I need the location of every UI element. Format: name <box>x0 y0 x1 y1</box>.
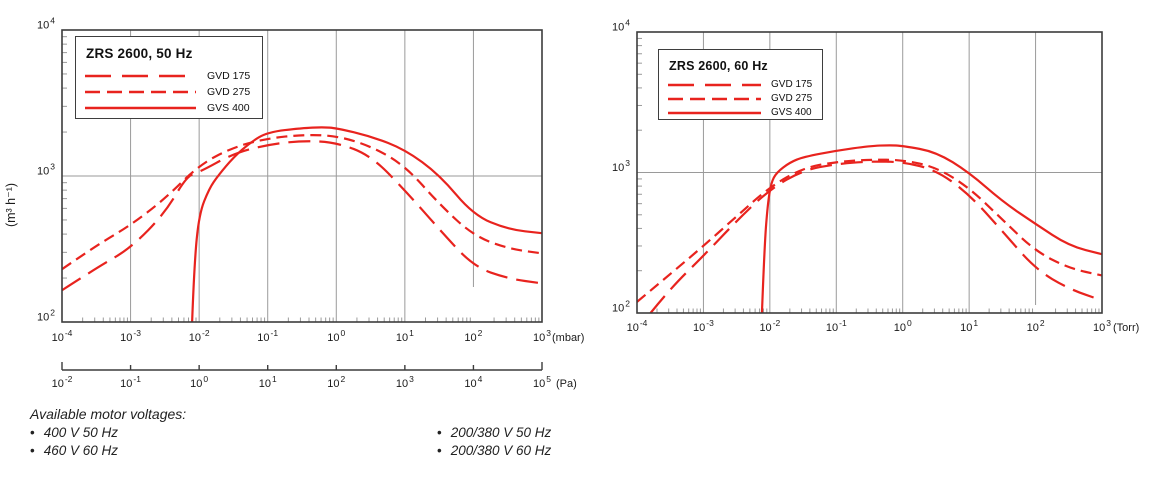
x-tick-label: 102 <box>464 328 482 344</box>
pa-tick-label: 102 <box>327 374 345 390</box>
curve-gvd-175 <box>649 160 1103 314</box>
legend-row: GVD 275 <box>85 86 254 98</box>
chart-title-60hz: ZRS 2600, 60 Hz <box>669 59 768 73</box>
x-tick-label: 102 <box>1027 318 1045 334</box>
plot-frame <box>636 31 1103 314</box>
x-tick-label: 10-1 <box>826 318 847 334</box>
x-tick-label: 100 <box>327 328 345 344</box>
legend-row: GVS 400 <box>85 102 254 114</box>
pa-tick-label: 105 <box>533 374 551 390</box>
x-axis-unit: (mbar) <box>552 332 584 344</box>
motor-voltages-title: Available motor voltages: <box>30 406 187 422</box>
y-tick-label: 104 <box>37 16 55 32</box>
bullet-icon: • <box>437 443 442 458</box>
legend-60hz: ZRS 2600, 60 Hz GVD 175 GVD 275 GVS 400 <box>658 49 823 120</box>
x-tick-label: 10-2 <box>189 328 210 344</box>
legend-line-sample-long-dash <box>85 74 196 78</box>
pa-tick-label: 101 <box>259 374 277 390</box>
y-tick-label: 102 <box>612 299 630 315</box>
x-tick-label: 100 <box>894 318 912 334</box>
legend-50hz: ZRS 2600, 50 Hz GVD 175 GVD 275 GVS 400 <box>75 36 263 119</box>
x-tick-label: 10-4 <box>627 318 648 334</box>
voltage-item: • 460 V 60 Hz <box>30 442 118 460</box>
curve-gvd-275 <box>636 158 1103 303</box>
pa-tick-label: 104 <box>464 374 482 390</box>
legend-row: GVS 400 <box>668 107 814 118</box>
y-tick-label: 104 <box>612 18 630 34</box>
x-tick-label: 10-4 <box>52 328 73 344</box>
x-axis-unit: (Torr) <box>1113 322 1139 334</box>
legend-label: GVD 175 <box>207 70 251 82</box>
voltage-label: 460 V 60 Hz <box>43 443 119 458</box>
bullet-icon: • <box>30 443 35 458</box>
pa-tick-label: 10-1 <box>120 374 141 390</box>
bullet-icon: • <box>30 425 35 440</box>
curve-gvd-275 <box>61 134 543 271</box>
pa-axis-unit: (Pa) <box>556 378 577 390</box>
x-tick-label: 103 <box>1093 318 1111 334</box>
x-tick-label: 10-3 <box>693 318 714 334</box>
legend-label: GVD 275 <box>771 93 813 104</box>
motor-voltages-col-1: • 400 V 50 Hz • 460 V 60 Hz <box>30 424 118 460</box>
voltage-item: • 200/380 V 50 Hz <box>437 424 551 442</box>
x-tick-label: 10-1 <box>257 328 278 344</box>
chart-title-50hz: ZRS 2600, 50 Hz <box>86 46 193 61</box>
legend-row: GVD 175 <box>668 79 814 90</box>
legend-label: GVS 400 <box>207 102 250 114</box>
voltage-label: 200/380 V 60 Hz <box>450 443 552 458</box>
chart-1: 10-4 10-3 10-2 10-1 100 101 102 103 (Torr)102103… <box>612 18 1139 335</box>
curve-gvs-400 <box>760 144 1103 314</box>
legend-line-sample-medium-dash <box>85 90 196 94</box>
voltage-item: • 200/380 V 60 Hz <box>437 442 551 460</box>
x-tick-label: 101 <box>960 318 978 334</box>
bullet-icon: • <box>437 425 442 440</box>
curve-gvs-400 <box>191 126 543 323</box>
y-tick-label: 103 <box>37 162 55 178</box>
legend-row: GVD 275 <box>668 93 814 104</box>
voltage-label: 200/380 V 50 Hz <box>450 425 552 440</box>
motor-voltages-col-2: • 200/380 V 50 Hz • 200/380 V 60 Hz <box>437 424 551 460</box>
x-tick-label: 103 <box>533 328 551 344</box>
pa-tick-label: 103 <box>396 374 414 390</box>
x-tick-label: 10-3 <box>120 328 141 344</box>
y-tick-label: 103 <box>612 158 630 174</box>
x-tick-label: 10-2 <box>759 318 780 334</box>
legend-row: GVD 175 <box>85 70 254 82</box>
x-tick-label: 101 <box>396 328 414 344</box>
voltage-item: • 400 V 50 Hz <box>30 424 118 442</box>
legend-label: GVS 400 <box>771 107 812 118</box>
legend-label: GVD 275 <box>207 86 251 98</box>
legend-line-sample-long-dash <box>668 83 761 86</box>
legend-rows-60hz: GVD 175 GVD 275 GVS 400 <box>668 79 814 118</box>
plot-frame <box>61 29 543 323</box>
pa-tick-label: 10-2 <box>52 374 73 390</box>
pa-tick-label: 100 <box>190 374 208 390</box>
y-tick-label: 102 <box>37 308 55 324</box>
voltage-label: 400 V 50 Hz <box>43 425 119 440</box>
curve-gvd-175 <box>61 140 543 292</box>
legend-line-sample-solid <box>668 111 761 114</box>
chart-0: 10-4 10-3 10-2 10-1 100 101 102 103 (mbar)102103… <box>4 16 584 391</box>
legend-line-sample-solid <box>85 106 196 110</box>
legend-rows-50hz: GVD 175 GVD 275 GVS 400 <box>85 70 254 114</box>
y-axis-title: (m³ h⁻¹) <box>4 183 18 227</box>
legend-label: GVD 175 <box>771 79 813 90</box>
legend-line-sample-medium-dash <box>668 97 761 100</box>
